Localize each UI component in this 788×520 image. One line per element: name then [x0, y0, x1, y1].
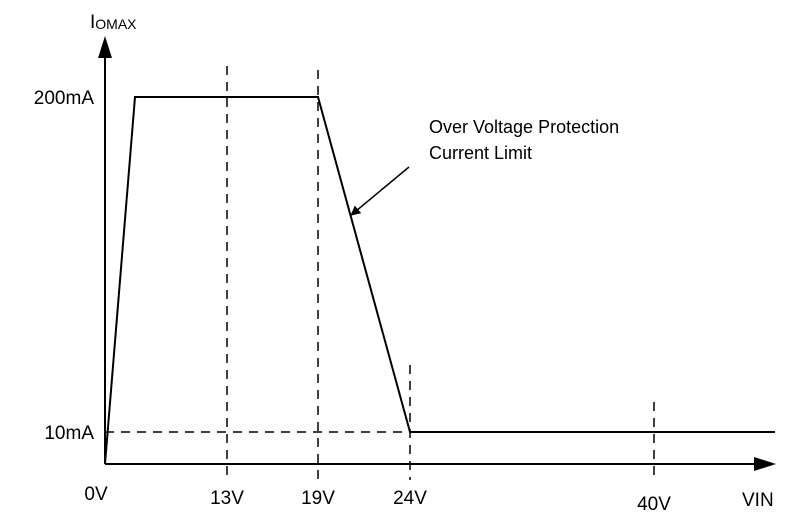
x-axis-arrow-icon: [754, 457, 776, 471]
reference-lines: [105, 66, 655, 480]
x-axis-label: VIN: [742, 490, 774, 511]
y-tick-label: 200mA: [34, 88, 95, 109]
x-tick-label: 0V: [84, 484, 108, 505]
series-line: [104, 96, 775, 465]
x-tick-label: 13V: [210, 488, 244, 509]
x-tick-label: 19V: [301, 488, 335, 509]
x-tick-label: 40V: [637, 494, 671, 515]
tick-labels: 0V 13V 19V 24V 40V 200mA 10mA: [34, 88, 671, 515]
x-tick-label: 24V: [393, 488, 427, 509]
annotation: Over Voltage Protection Current Limit: [350, 117, 619, 216]
y-tick-label: 10mA: [44, 423, 94, 444]
annotation-line-2: Current Limit: [429, 143, 532, 163]
annotation-line-1: Over Voltage Protection: [429, 117, 619, 137]
annotation-arrow-icon: [350, 166, 410, 216]
y-axis-label: IOMAX: [90, 12, 137, 33]
y-axis-arrow-icon: [98, 36, 112, 58]
